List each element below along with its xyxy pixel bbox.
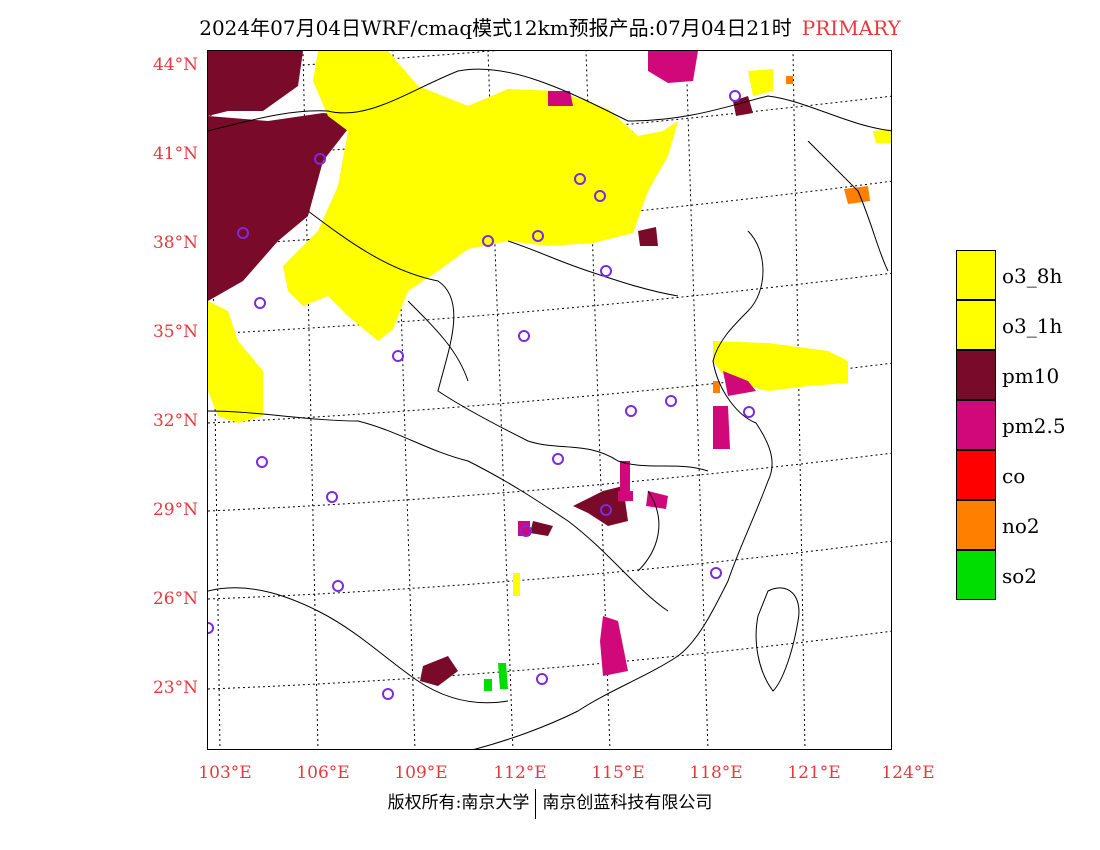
footer-divider (535, 788, 537, 819)
copyright-footer: 版权所有:南京大学 南京创蓝科技有限公司 (0, 788, 1100, 819)
lat-label-41: 41°N (152, 144, 198, 164)
lat-label-26: 26°N (152, 589, 198, 609)
legend-label-o3-1h: o3_1h (1002, 314, 1063, 338)
pollution-map (208, 51, 891, 749)
lon-label-121: 121°E (787, 763, 841, 783)
lon-label-106: 106°E (296, 763, 350, 783)
map-title: 2024年07月04日WRF/cmaq模式12km预报产品:07月04日21时 P… (0, 12, 1100, 41)
legend-swatch-o3-8h (956, 250, 996, 300)
lon-label-124: 124°E (881, 763, 935, 783)
lat-label-23: 23°N (152, 678, 198, 698)
boundaries (208, 68, 891, 749)
legend-swatch-no2 (956, 500, 996, 550)
lon-label-115: 115°E (591, 763, 645, 783)
lon-label-103: 103°E (198, 763, 252, 783)
legend-label-pm25: pm2.5 (1002, 414, 1066, 438)
legend-label-pm10: pm10 (1002, 364, 1060, 388)
no2-layer (713, 76, 870, 393)
lon-label-118: 118°E (689, 763, 743, 783)
so2-layer (484, 663, 508, 691)
copyright-right: 南京创蓝科技有限公司 (542, 793, 713, 813)
lat-label-44: 44°N (152, 55, 198, 75)
lat-label-38: 38°N (152, 233, 198, 253)
legend-label-co: co (1002, 464, 1026, 488)
legend-label-no2: no2 (1002, 514, 1040, 538)
legend-swatch-o3-1h (956, 300, 996, 350)
legend-swatch-co (956, 450, 996, 500)
lon-label-109: 109°E (394, 763, 448, 783)
pm25-layer (518, 51, 756, 676)
title-text: 2024年07月04日WRF/cmaq模式12km预报产品:07月04日21时 (199, 16, 792, 40)
lat-label-32: 32°N (152, 411, 198, 431)
primary-tag: PRIMARY (801, 16, 901, 40)
o3-layer (208, 51, 891, 596)
legend-label-o3-8h: o3_8h (1002, 264, 1063, 288)
lon-label-112: 112°E (493, 763, 547, 783)
lat-label-29: 29°N (152, 500, 198, 520)
legend-label-so2: so2 (1002, 564, 1038, 588)
legend-swatch-pm10 (956, 350, 996, 400)
lat-label-35: 35°N (152, 322, 198, 342)
legend-swatch-so2 (956, 550, 996, 600)
copyright-left: 版权所有:南京大学 (387, 793, 530, 813)
map-frame[interactable] (207, 50, 892, 750)
station-markers (208, 90, 755, 700)
legend-swatch-pm25 (956, 400, 996, 450)
